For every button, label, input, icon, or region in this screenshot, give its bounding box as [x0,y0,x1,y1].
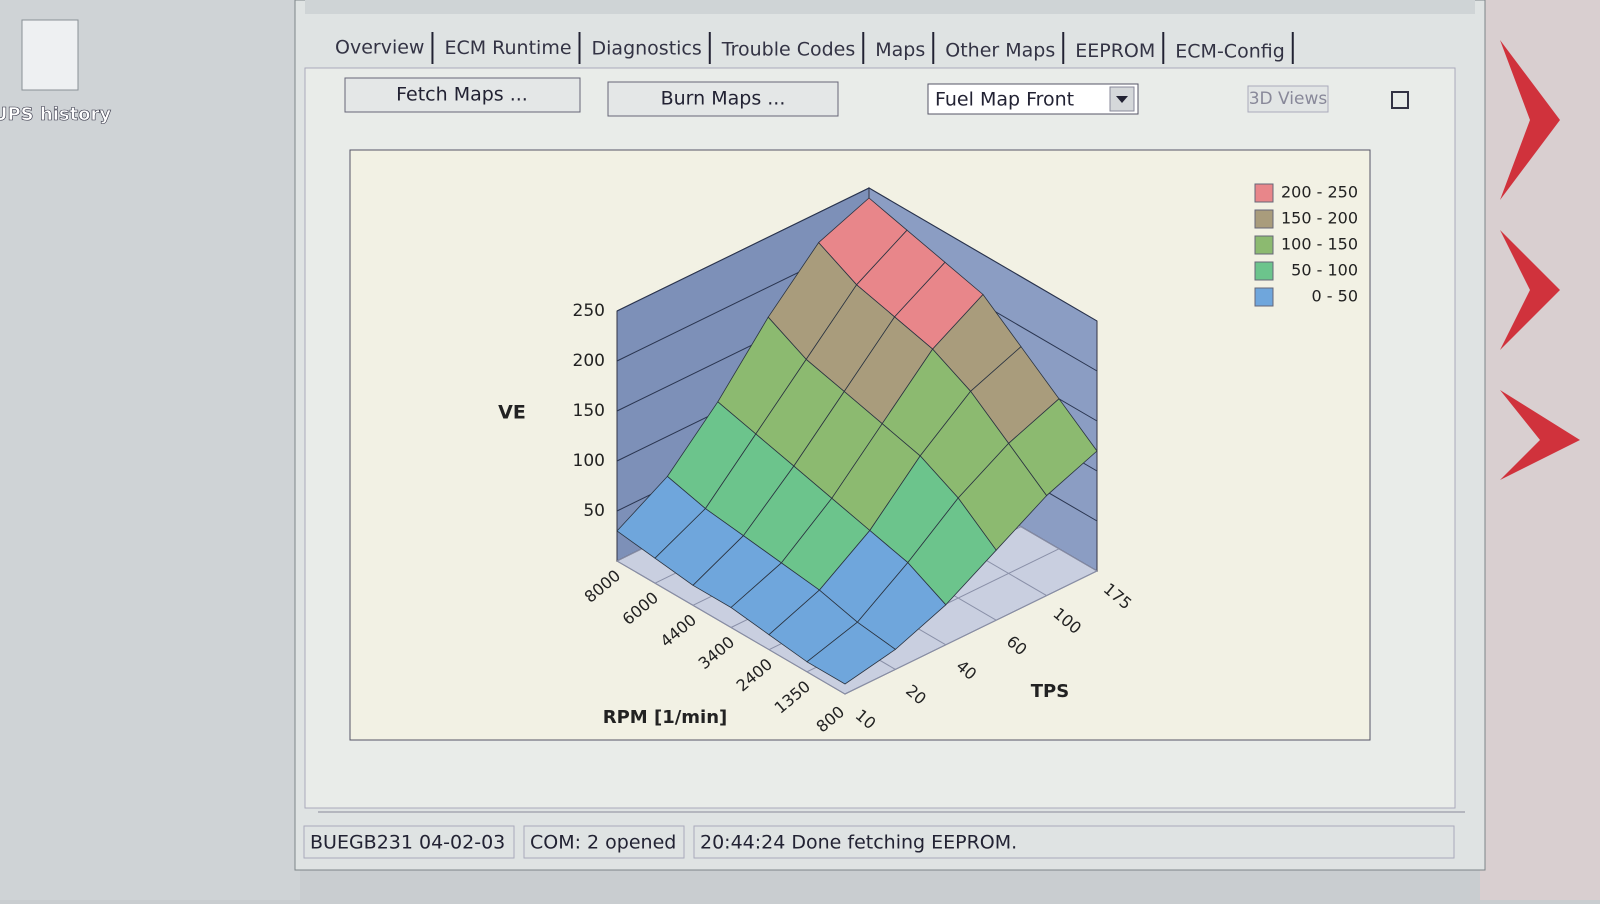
decor-arrow [1500,40,1560,200]
status-text: BUEGB231 04-02-03 [310,832,505,854]
z-tick-label: 200 [573,351,605,371]
legend-swatch [1254,183,1274,203]
button[interactable] [344,77,581,113]
desktop [0,0,300,900]
z-axis-label: VE [498,402,526,424]
legend-label: 150 - 200 [1281,209,1358,228]
surface-cell [806,621,897,685]
button-label: 3D Views [1249,89,1328,109]
status-cell [523,825,685,859]
legend-label: 50 - 100 [1291,261,1358,280]
legend-swatch [1254,287,1274,307]
decor-arrow [1500,390,1580,480]
icon-label: UPS history [0,104,111,125]
status-cell [693,825,1455,859]
button-label: Burn Maps ... [661,88,786,110]
button[interactable] [1247,85,1329,113]
tab[interactable]: Other Maps [945,40,1055,62]
wall-grid-line [616,187,1098,322]
tab[interactable]: Diagnostics [592,38,702,60]
legend-label: 200 - 250 [1281,183,1358,202]
z-tick-label: 100 [573,451,605,471]
tab[interactable]: ECM-Config [1175,41,1284,63]
status-text: 20:44:24 Done fetching EEPROM. [700,832,1017,854]
status-cell [303,825,515,859]
y-axis-label: TPS [1031,681,1069,702]
x-axis-label: RPM [1/min] [603,707,728,728]
tab[interactable]: Overview [335,37,424,59]
status-text: COM: 2 opened [530,832,676,854]
tab[interactable]: Maps [875,39,925,61]
toolbar [305,0,1475,14]
file-icon[interactable] [21,19,79,91]
tab[interactable]: ECM Runtime [444,37,571,59]
floor-grid [844,570,1098,695]
tab[interactable]: EEPROM [1075,40,1155,62]
tab[interactable]: Trouble Codes [721,38,855,60]
legend-swatch [1254,209,1274,229]
z-tick-label: 50 [583,501,605,521]
legend-swatch [1254,261,1274,281]
button[interactable] [607,81,839,117]
button-label: Fetch Maps ... [396,84,528,106]
map-select[interactable] [927,83,1139,115]
dropdown-arrow [1116,96,1128,103]
z-tick-label: 150 [573,401,605,421]
map-select-label: Fuel Map Front [935,89,1074,111]
floor-grid [616,560,846,695]
z-tick-label: 250 [573,301,605,321]
legend-label: 100 - 150 [1281,235,1358,254]
decor-arrow [1500,230,1560,350]
checkbox[interactable] [1391,91,1409,109]
legend-swatch [1254,235,1274,255]
legend-label: 0 - 50 [1312,287,1358,306]
